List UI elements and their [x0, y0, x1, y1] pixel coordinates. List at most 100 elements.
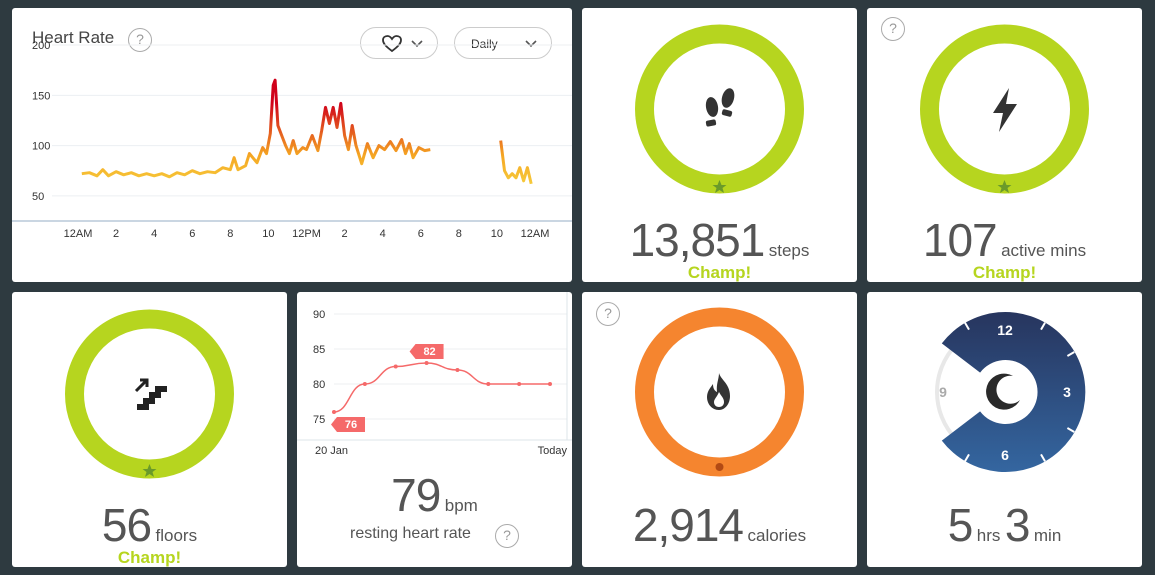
- footprints-icon: [705, 88, 735, 127]
- calories-unit: calories: [747, 526, 807, 545]
- resting-hr-point: [548, 382, 552, 386]
- y-tick-label: 200: [32, 40, 50, 52]
- chevron-down-icon: [411, 40, 423, 48]
- sleep-minutes: 3: [1004, 499, 1031, 551]
- sleep-value-row: 5 hrs 3 min: [867, 498, 1142, 552]
- resting-hr-point: [362, 382, 367, 386]
- stairs-icon: [134, 378, 167, 410]
- calories-value: 2,914: [632, 499, 744, 551]
- y-tick-label: 85: [313, 344, 325, 356]
- x-tick-label: 2: [113, 228, 119, 240]
- resting-hr-point: [455, 368, 460, 372]
- sleep-hours-unit: hrs: [976, 526, 1001, 545]
- resting-unit: bpm: [444, 496, 478, 515]
- ring-marker-dot: [715, 463, 724, 471]
- moon-icon: [986, 373, 1020, 410]
- value-callout-badge: [331, 417, 365, 432]
- x-label-start: 20 Jan: [315, 445, 348, 457]
- heart-rate-tile[interactable]: Heart Rate ? Daily 200 150 100 50 12AM 2 4 6 8 1…: [12, 8, 572, 282]
- y-tick-label: 90: [313, 309, 325, 321]
- steps-value-row: 13,851 steps: [582, 213, 857, 267]
- x-tick-label: 12PM: [292, 228, 321, 240]
- x-tick-label: 12AM: [521, 228, 550, 240]
- x-tick-label: 8: [456, 228, 462, 240]
- x-tick-label: 12AM: [64, 228, 93, 240]
- floors-value-row: 56 floors: [12, 498, 287, 552]
- y-tick-label: 150: [32, 90, 50, 102]
- resting-label: resting heart rate: [350, 525, 471, 542]
- resting-hr-point: [424, 361, 429, 365]
- active-help-icon[interactable]: ?: [881, 17, 905, 41]
- floors-value: 56: [101, 499, 152, 551]
- floors-unit: floors: [155, 526, 198, 545]
- sleep-clock: 12 3 6 9: [935, 312, 1086, 472]
- heart-rate-series-1: [499, 140, 533, 185]
- resting-hr-point: [393, 364, 398, 369]
- clock-label-6: 6: [1001, 447, 1009, 463]
- steps-unit: steps: [768, 241, 810, 260]
- chevron-down-icon: [525, 40, 537, 48]
- period-dropdown[interactable]: Daily: [454, 27, 552, 59]
- resting-heart-rate-tile[interactable]: 90 85 80 75 76 82 20 Jan Today 79 bpm restin…: [297, 292, 572, 567]
- resting-heart-rate-chart: 90 85 80 75 76 82 20 Jan Today: [297, 292, 572, 457]
- heart-icon: [382, 35, 402, 53]
- steps-value: 13,851: [629, 214, 766, 266]
- calories-tile[interactable]: ? 2,914 calories: [582, 292, 857, 567]
- x-label-end: Today: [538, 445, 568, 457]
- active-progress-ring: [920, 24, 1089, 194]
- calories-progress-ring: [635, 307, 804, 477]
- heart-rate-chart: 200 150 100 50 12AM 2 4 6 8 10 12PM 2 4 6 8 10 12AM: [12, 40, 572, 240]
- calories-value-row: 2,914 calories: [582, 498, 857, 552]
- x-tick-label: 8: [227, 228, 233, 240]
- heart-rate-help-icon[interactable]: ?: [128, 28, 152, 52]
- y-tick-label: 100: [32, 141, 50, 153]
- x-tick-label: 2: [342, 228, 348, 240]
- x-tick-label: 10: [491, 228, 503, 240]
- clock-label-9: 9: [939, 384, 947, 400]
- resting-help-icon[interactable]: ?: [495, 524, 519, 548]
- active-value: 107: [922, 214, 998, 266]
- period-dropdown-label: Daily: [471, 37, 498, 51]
- clock-label-3: 3: [1063, 384, 1071, 400]
- resting-hr-point: [517, 382, 522, 386]
- resting-value: 79: [391, 469, 441, 521]
- value-callout-label: 76: [345, 419, 357, 431]
- heart-rate-title: Heart Rate: [32, 28, 115, 47]
- active-champ-label: Champ!: [972, 263, 1037, 282]
- active-minutes-tile[interactable]: ? 107 active mins Champ!: [867, 8, 1142, 282]
- active-unit: active mins: [1001, 241, 1087, 260]
- flame-icon: [707, 373, 730, 410]
- value-callout-badge: [409, 344, 444, 359]
- sleep-hours: 5: [947, 499, 974, 551]
- x-tick-label: 4: [151, 228, 157, 240]
- resting-value-row: 79 bpm: [297, 468, 572, 522]
- steps-tile[interactable]: 13,851 steps Champ!: [582, 8, 857, 282]
- value-callout-label: 82: [423, 346, 435, 358]
- floors-champ-label: Champ!: [117, 548, 182, 567]
- sleep-minutes-unit: min: [1033, 526, 1062, 545]
- x-tick-label: 4: [380, 228, 386, 240]
- resting-hr-line: [333, 362, 550, 413]
- x-tick-label: 6: [418, 228, 424, 240]
- clock-label-12: 12: [997, 322, 1013, 338]
- steps-progress-ring: [635, 24, 804, 194]
- floors-tile[interactable]: 56 floors Champ!: [12, 292, 287, 567]
- resting-hr-point: [332, 410, 336, 414]
- y-tick-label: 80: [313, 379, 325, 391]
- y-tick-label: 50: [32, 191, 44, 203]
- steps-champ-label: Champ!: [687, 263, 752, 282]
- calories-help-icon[interactable]: ?: [596, 302, 620, 326]
- sleep-arc: [941, 312, 1086, 472]
- active-value-row: 107 active mins: [867, 213, 1142, 267]
- x-tick-label: 10: [262, 228, 274, 240]
- sleep-tile[interactable]: 12 3 6 9 5 hrs 3 min: [867, 292, 1142, 567]
- y-tick-label: 75: [313, 414, 325, 426]
- x-tick-label: 6: [189, 228, 195, 240]
- heart-rate-series-0: [81, 78, 431, 179]
- lightning-icon: [993, 88, 1017, 132]
- floors-progress-ring: [65, 309, 234, 479]
- goal-star-icon: [712, 180, 727, 193]
- goal-star-icon: [142, 464, 157, 477]
- goal-star-icon: [997, 180, 1012, 193]
- heart-metric-dropdown[interactable]: [360, 27, 438, 59]
